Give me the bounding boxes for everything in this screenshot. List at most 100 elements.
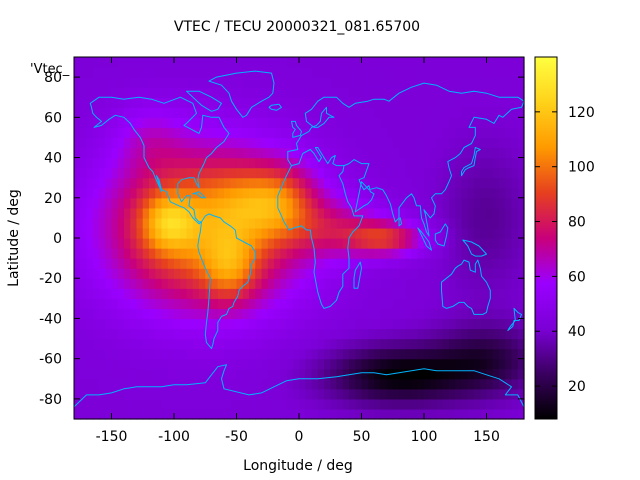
heatmap-cell <box>430 318 438 330</box>
heatmap-cell <box>74 368 81 380</box>
heatmap-cell <box>442 368 450 380</box>
heatmap-cell <box>280 57 288 68</box>
heatmap-cell <box>367 127 375 139</box>
heatmap-cell <box>467 318 475 330</box>
heatmap-cell <box>317 107 325 118</box>
heatmap-cell <box>211 268 219 279</box>
heatmap-cell <box>274 87 281 98</box>
heatmap-cell <box>199 238 206 249</box>
heatmap-cell <box>349 328 356 340</box>
heatmap-cell <box>399 177 406 189</box>
heatmap-cell <box>286 318 294 330</box>
heatmap-cell <box>299 167 306 179</box>
heatmap-cell <box>249 57 256 68</box>
heatmap-cell <box>86 248 94 259</box>
heatmap-cell <box>392 328 400 340</box>
heatmap-cell <box>74 117 81 128</box>
heatmap-cell <box>349 378 356 390</box>
heatmap-cell <box>486 177 494 189</box>
heatmap-cell <box>117 57 125 68</box>
heatmap-cell <box>117 187 125 199</box>
heatmap-cell <box>392 217 400 229</box>
heatmap-cell <box>205 97 213 108</box>
heatmap-cell <box>442 328 450 340</box>
heatmap-cell <box>311 127 319 139</box>
heatmap-cell <box>92 258 100 269</box>
heatmap-cell <box>430 368 438 380</box>
heatmap-cell <box>486 187 494 199</box>
heatmap-cell <box>149 227 156 239</box>
heatmap-cell <box>492 217 500 229</box>
heatmap-cell <box>380 248 388 259</box>
heatmap-cell <box>255 328 263 340</box>
heatmap-cell <box>74 338 81 350</box>
heatmap-cell <box>224 97 231 108</box>
heatmap-cell <box>136 298 144 309</box>
heatmap-cell <box>92 368 100 380</box>
heatmap-cell <box>455 207 463 219</box>
heatmap-cell <box>449 388 456 400</box>
heatmap-cell <box>192 278 200 289</box>
heatmap-cell <box>280 217 288 229</box>
coastline-iceland <box>268 103 282 111</box>
heatmap-cell <box>99 238 106 249</box>
heatmap-cell <box>99 358 106 370</box>
heatmap-cell <box>424 318 431 330</box>
heatmap-cell <box>111 388 119 400</box>
heatmap-cell <box>499 147 506 159</box>
heatmap-cell <box>192 268 200 279</box>
heatmap-cell <box>80 97 88 108</box>
heatmap-cell <box>430 298 438 309</box>
heatmap-cell <box>480 147 488 159</box>
heatmap-cell <box>436 408 444 420</box>
heatmap-cell <box>405 167 413 179</box>
heatmap-cell <box>430 117 438 128</box>
heatmap-cell <box>224 378 231 390</box>
heatmap-cell <box>442 388 450 400</box>
heatmap-cell <box>486 408 494 420</box>
heatmap-cell <box>142 268 150 279</box>
heatmap-cell <box>330 97 338 108</box>
heatmap-cell <box>355 127 363 139</box>
heatmap-cell <box>249 217 256 229</box>
heatmap-cell <box>492 358 500 370</box>
heatmap-cell <box>105 187 113 199</box>
heatmap-cell <box>211 197 219 209</box>
heatmap-cell <box>417 97 425 108</box>
heatmap-cell <box>430 238 438 249</box>
heatmap-cell <box>442 318 450 330</box>
heatmap-cell <box>424 408 431 420</box>
y-tick-label: -40 <box>39 311 62 327</box>
heatmap-cell <box>336 167 344 179</box>
heatmap-cell <box>405 137 413 149</box>
heatmap-cell <box>242 338 250 350</box>
heatmap-cell <box>267 388 275 400</box>
heatmap-cell <box>492 238 500 249</box>
heatmap-cell <box>449 197 456 209</box>
heatmap-cell <box>380 177 388 189</box>
heatmap-cell <box>286 137 294 149</box>
heatmap-cell <box>192 238 200 249</box>
heatmap-cell <box>230 248 238 259</box>
heatmap-cell <box>311 217 319 229</box>
heatmap-cell <box>249 167 256 179</box>
heatmap-cell <box>211 368 219 380</box>
heatmap-cell <box>186 368 194 380</box>
heatmap-cell <box>236 268 244 279</box>
heatmap-cell <box>399 87 406 98</box>
coastline-madagascar <box>353 261 362 289</box>
heatmap-cell <box>380 358 388 370</box>
heatmap-cell <box>486 268 494 279</box>
heatmap-cell <box>436 368 444 380</box>
heatmap-cell <box>217 248 225 259</box>
heatmap-cell <box>511 197 519 209</box>
heatmap-cell <box>424 147 431 159</box>
heatmap-cell <box>242 368 250 380</box>
heatmap-cell <box>161 57 169 68</box>
heatmap-cell <box>305 157 313 169</box>
heatmap-cell <box>180 298 188 309</box>
heatmap-cell <box>355 378 363 390</box>
heatmap-cell <box>236 207 244 219</box>
heatmap-cell <box>267 338 275 350</box>
heatmap-cell <box>511 87 519 98</box>
